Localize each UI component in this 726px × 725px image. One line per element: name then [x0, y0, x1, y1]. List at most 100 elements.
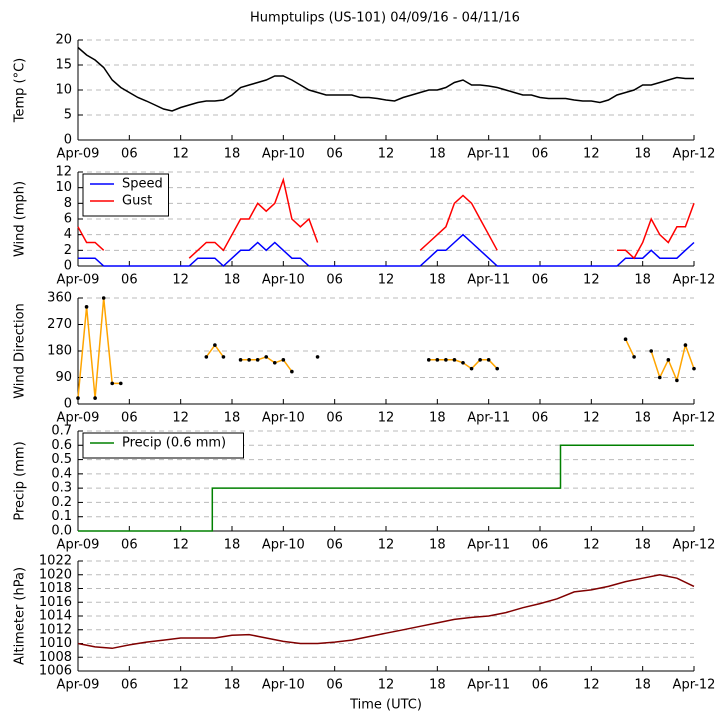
data-point	[221, 355, 226, 359]
y-tick-label: 1020	[39, 567, 72, 582]
x-tick-label: Apr-11	[467, 678, 510, 693]
y-tick-label: 0.5	[51, 452, 72, 467]
data-point	[657, 375, 662, 380]
data-line	[77, 297, 695, 399]
data-point	[255, 358, 260, 362]
x-tick-label: Apr-11	[467, 147, 510, 162]
x-tick-label: Apr-11	[467, 273, 510, 288]
legend-box	[82, 173, 169, 217]
data-point	[84, 305, 89, 309]
x-tick-label: 06	[121, 147, 138, 162]
data-point	[213, 343, 217, 347]
x-tick-label: 12	[172, 147, 189, 162]
x-tick-label: Apr-12	[673, 147, 716, 162]
y-tick-label: 0	[64, 133, 72, 148]
x-tick-label: Apr-12	[673, 678, 716, 693]
data-point	[444, 358, 448, 362]
legend-label: Precip (0.6 mm)	[122, 436, 226, 451]
data-line	[78, 233, 695, 268]
x-tick-label: 18	[634, 411, 651, 426]
y-tick-label: 20	[55, 33, 72, 48]
data-point	[495, 366, 500, 371]
x-tick-label: 06	[532, 147, 549, 162]
data-point	[683, 343, 688, 347]
data-line	[77, 46, 694, 112]
x-tick-label: 18	[634, 273, 651, 288]
x-tick-label: 12	[378, 411, 395, 426]
y-tick-label: 6	[64, 212, 72, 227]
y-tick-label: 2	[64, 243, 72, 258]
y-tick-label: 10	[55, 180, 72, 195]
x-tick-label: 12	[583, 678, 600, 693]
y-tick-label: 360	[47, 291, 72, 306]
data-line	[77, 574, 695, 650]
y-axis-label: Precip (mm)	[13, 441, 28, 520]
x-tick-label: Apr-09	[57, 147, 100, 162]
data-point	[93, 396, 97, 400]
x-tick-label: 18	[224, 147, 241, 162]
y-tick-label: 0.4	[51, 466, 72, 481]
x-tick-label: 06	[326, 273, 343, 288]
y-tick-label: 1016	[39, 595, 72, 610]
y-tick-label: 0.6	[51, 438, 72, 453]
x-tick-label: 12	[378, 273, 395, 288]
x-tick-label: 06	[326, 538, 343, 553]
y-tick-label: 0.7	[51, 424, 72, 439]
x-tick-label: 18	[634, 538, 651, 553]
data-point	[204, 355, 209, 359]
data-point	[692, 366, 696, 371]
x-tick-label: 18	[429, 273, 446, 288]
y-tick-label: 8	[64, 196, 72, 211]
x-tick-label: 18	[429, 538, 446, 553]
x-axis-label: Time (UTC)	[349, 698, 422, 713]
y-axis-label: Altimeter (hPa)	[13, 567, 28, 665]
data-point	[110, 381, 115, 386]
y-tick-label: 0.0	[51, 524, 72, 539]
y-tick-label: 1006	[39, 664, 72, 679]
x-tick-label: 06	[532, 538, 549, 553]
x-tick-label: 18	[429, 411, 446, 426]
data-point	[238, 358, 243, 362]
y-tick-label: 0	[64, 259, 72, 274]
x-tick-label: Apr-09	[57, 273, 100, 288]
y-tick-label: 4	[64, 227, 72, 242]
y-tick-label: 5	[64, 108, 72, 123]
x-tick-label: 12	[172, 273, 189, 288]
y-tick-label: 0.1	[51, 509, 72, 524]
x-tick-label: Apr-10	[262, 678, 305, 693]
data-point	[247, 358, 251, 362]
data-point	[76, 396, 80, 400]
x-tick-label: Apr-09	[57, 538, 100, 553]
x-tick-label: 18	[429, 678, 446, 693]
x-tick-label: Apr-12	[673, 411, 716, 426]
y-tick-label: 0.2	[51, 495, 72, 510]
data-line	[78, 444, 694, 532]
x-tick-label: Apr-12	[673, 538, 716, 553]
y-tick-label: 270	[47, 317, 72, 332]
x-tick-label: 18	[224, 273, 241, 288]
data-point	[623, 337, 628, 342]
legend-box	[82, 432, 244, 459]
x-tick-label: 12	[172, 678, 189, 693]
x-tick-label: 06	[121, 273, 138, 288]
x-tick-label: Apr-11	[467, 538, 510, 553]
x-tick-label: 06	[532, 411, 549, 426]
x-tick-label: 18	[224, 678, 241, 693]
data-point	[478, 358, 482, 362]
x-tick-label: Apr-10	[262, 411, 305, 426]
x-tick-label: Apr-09	[57, 678, 100, 693]
x-tick-label: 06	[121, 411, 138, 426]
x-tick-label: 06	[121, 538, 138, 553]
y-tick-label: 1008	[39, 650, 72, 665]
x-tick-label: 06	[326, 678, 343, 693]
data-point	[272, 360, 277, 365]
x-tick-label: Apr-10	[262, 273, 305, 288]
x-tick-label: Apr-11	[467, 411, 510, 426]
x-tick-label: Apr-10	[262, 538, 305, 553]
y-tick-label: 0.3	[51, 481, 72, 496]
chart-title: Humptulips (US-101) 04/09/16 - 04/11/16	[250, 11, 520, 26]
data-point	[118, 381, 123, 386]
data-point	[435, 358, 440, 362]
x-tick-label: 06	[532, 678, 549, 693]
